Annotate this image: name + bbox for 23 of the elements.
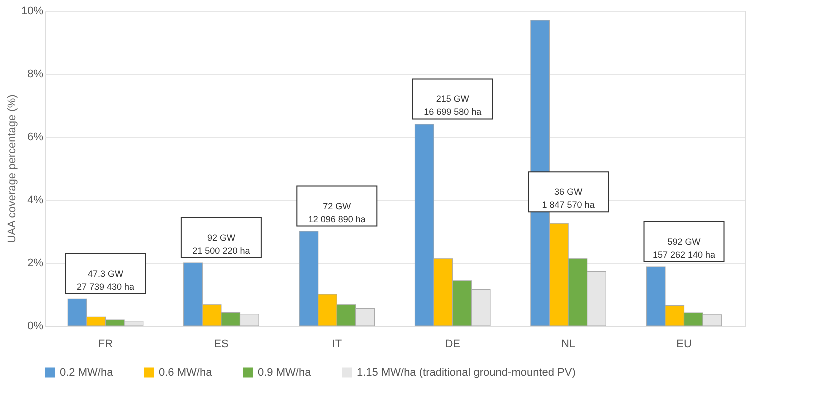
legend-label: 0.6 MW/ha xyxy=(159,366,214,379)
y-tick-label: 10% xyxy=(21,6,44,18)
x-tick-label: FR xyxy=(98,338,114,350)
annotation: 36 GW 1 847 570 ha xyxy=(542,187,595,210)
x-tick-label: NL xyxy=(562,338,576,350)
x-tick-label: EU xyxy=(676,338,692,350)
legend-label: 0.9 MW/ha xyxy=(258,366,312,379)
annotation: 47.3 GW 27 739 430 ha xyxy=(76,269,135,292)
y-tick-label: 2% xyxy=(28,258,44,270)
annotation: 72 GW 12 096 890 ha xyxy=(308,201,366,224)
annotation: 215 GW 16 699 580 ha xyxy=(424,94,482,118)
legend-label: 0.2 MW/ha xyxy=(60,366,114,379)
legend-label: 1.15 MW/ha (traditional ground-mounted PV) xyxy=(357,366,576,379)
y-tick-label: 6% xyxy=(28,132,44,144)
y-axis-title: UAA coverage percentage (%) xyxy=(6,94,18,244)
annotation: 92 GW 21 500 220 ha xyxy=(192,232,250,256)
y-tick-label: 4% xyxy=(28,194,44,206)
y-tick-label: 0% xyxy=(28,320,44,332)
x-tick-label: ES xyxy=(214,338,229,350)
x-tick-label: IT xyxy=(332,338,342,350)
y-tick-label: 8% xyxy=(28,68,44,80)
x-tick-label: DE xyxy=(445,338,460,350)
annotation: 592 GW 157 262 140 ha xyxy=(652,236,716,260)
